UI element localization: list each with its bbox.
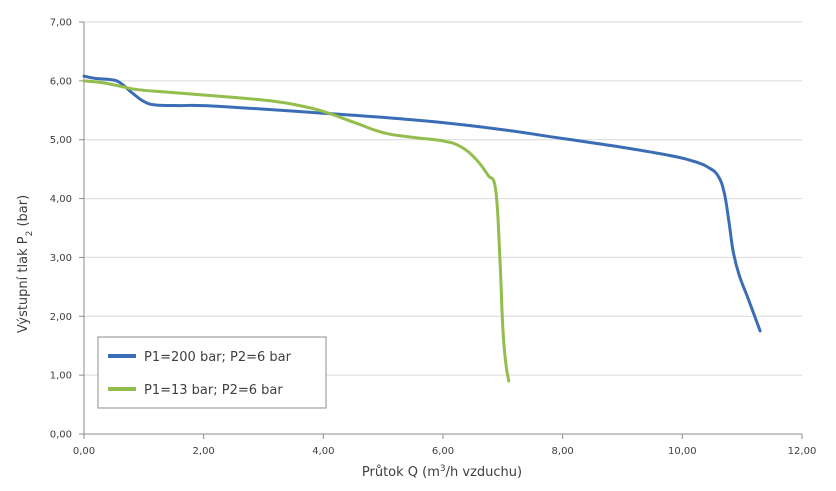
y-tick-label: 7,00 xyxy=(50,18,72,29)
x-tick-label: 2,00 xyxy=(193,446,215,457)
legend: P1=200 bar; P2=6 bar P1=13 bar; P2=6 bar xyxy=(97,336,327,409)
legend-label-series-1: P1=200 bar; P2=6 bar xyxy=(144,350,292,365)
legend-label-series-2: P1=13 bar; P2=6 bar xyxy=(144,383,283,398)
y-tick-label: 2,00 xyxy=(50,312,72,323)
legend-box xyxy=(97,336,327,409)
x-tick-label: 8,00 xyxy=(552,446,574,457)
x-tick-label: 4,00 xyxy=(312,446,334,457)
series-line-1 xyxy=(82,74,762,333)
y-tick-label: 0,00 xyxy=(50,430,72,441)
x-tick-label: 0,00 xyxy=(73,446,95,457)
y-tick-label: 1,00 xyxy=(50,371,72,382)
x-axis-title: Průtok Q (m3/h vzduchu) xyxy=(362,464,522,480)
x-tick-label: 12,00 xyxy=(788,446,817,457)
tick-labels: 0,00 1,00 2,00 3,00 4,00 5,00 6,00 7,00 0,00 2,00… xyxy=(50,18,817,458)
x-tick-label: 10,00 xyxy=(668,446,697,457)
grid-lines xyxy=(84,21,802,376)
series-line-2 xyxy=(82,79,511,383)
y-axis-title: Výstupní tlak P2 (bar) xyxy=(16,195,35,333)
y-tick-label: 4,00 xyxy=(50,194,72,205)
series-lines xyxy=(82,74,762,383)
x-tick-label: 6,00 xyxy=(432,446,454,457)
y-tick-label: 3,00 xyxy=(50,253,72,264)
y-tick-label: 5,00 xyxy=(50,135,72,146)
y-tick-label: 6,00 xyxy=(50,76,72,87)
